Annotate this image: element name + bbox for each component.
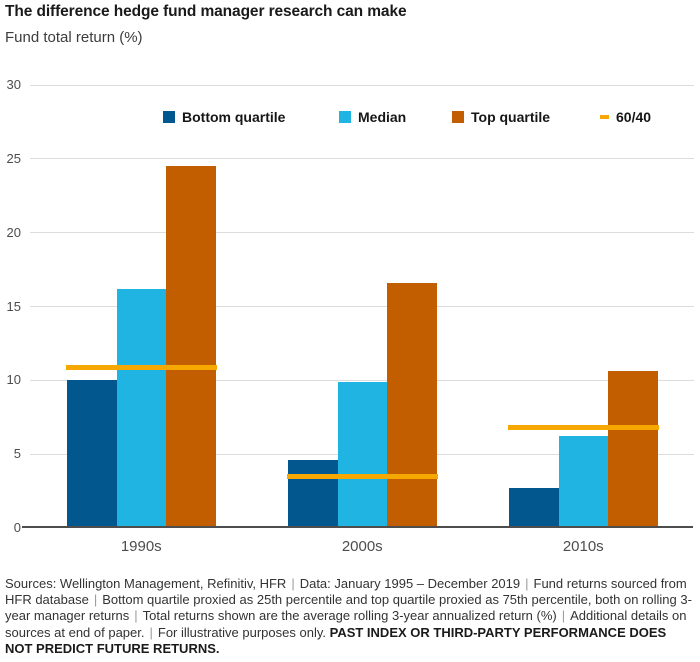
footnote-segment: Total returns shown are the average roll… [142,608,557,624]
plot-area [30,84,694,528]
footnote-separator: | [291,576,295,591]
footnote-segment: Additional details on sources at end of … [5,608,687,640]
footnote-segment: Data: January 1995 – December 2019 [299,576,521,591]
y-axis: 0 5 10 15 20 25 30 [0,77,21,535]
bar-2000s-median [337,381,387,528]
top-quartile-swatch-icon [452,111,464,123]
bar-2010s-median [558,436,608,528]
footnote-separator: | [525,576,529,591]
median-swatch-icon [339,111,351,123]
x-category-label-1990s: 1990s [120,538,162,555]
y-tick-label-10: 10 [6,372,21,388]
legend-label: Top quartile [471,109,551,125]
y-tick-label-25: 25 [6,150,21,166]
footnote-separator: | [93,592,98,608]
line-60-40-1990s [66,364,217,370]
footnote-segment: For illustrative purposes only. [157,624,326,640]
y-tick-label-30: 30 [6,77,21,92]
x-axis-baseline [22,526,693,528]
footnote: Sources: Wellington Management, Refiniti… [5,576,696,657]
gridline-10 [30,379,694,381]
bar-2010s-bottom-quartile [509,488,559,528]
chart-title: The difference hedge fund manager resear… [5,3,407,20]
line-60-40-2000s [287,473,438,479]
footnote-separator: | [134,608,138,624]
legend-item-60-40: 60/40 [600,106,651,128]
footnote-segment: Sources: Wellington Management, Refiniti… [5,576,287,591]
x-category-label-2010s: 2010s [562,538,604,555]
gridline-25 [30,158,694,160]
bar-2000s-bottom-quartile [288,460,338,528]
x-category-label-2000s: 2000s [341,538,383,555]
legend-item-bottom-quartile: Bottom quartile [163,106,285,128]
footnote-separator: | [149,624,153,640]
gridline-20 [30,232,694,234]
footnote-separator: | [561,608,566,624]
bar-1990s-top-quartile [166,166,216,528]
legend-label: Median [358,109,407,125]
bar-1990s-median [116,288,166,528]
bar-1990s-bottom-quartile [67,380,117,528]
60-40-dash-icon [600,115,609,119]
gridline-15 [30,306,694,307]
footnote-disclaimer: PAST INDEX OR THIRD-PARTY PERFORMANCE DO… [5,624,667,656]
legend-item-top-quartile: Top quartile [452,106,550,128]
legend-item-median: Median [339,106,406,128]
chart-subtitle: Fund total return (%) [5,29,143,46]
gridline-30 [30,84,694,86]
y-tick-label-0: 0 [13,520,21,535]
bar-2000s-top-quartile [387,282,437,528]
footnote-segment: Bottom quartile proxied as 25th percenti… [5,592,692,624]
footnote-segment: Fund returns sourced from HFR database [5,576,687,608]
bar-2010s-top-quartile [608,371,658,528]
bottom-quartile-swatch-icon [163,111,175,123]
y-tick-label-15: 15 [6,298,21,314]
line-60-40-2010s [508,425,659,431]
y-tick-label-5: 5 [13,446,21,462]
legend-label: 60/40 [616,109,652,125]
legend-label: Bottom quartile [182,109,286,125]
y-tick-label-20: 20 [6,224,21,240]
